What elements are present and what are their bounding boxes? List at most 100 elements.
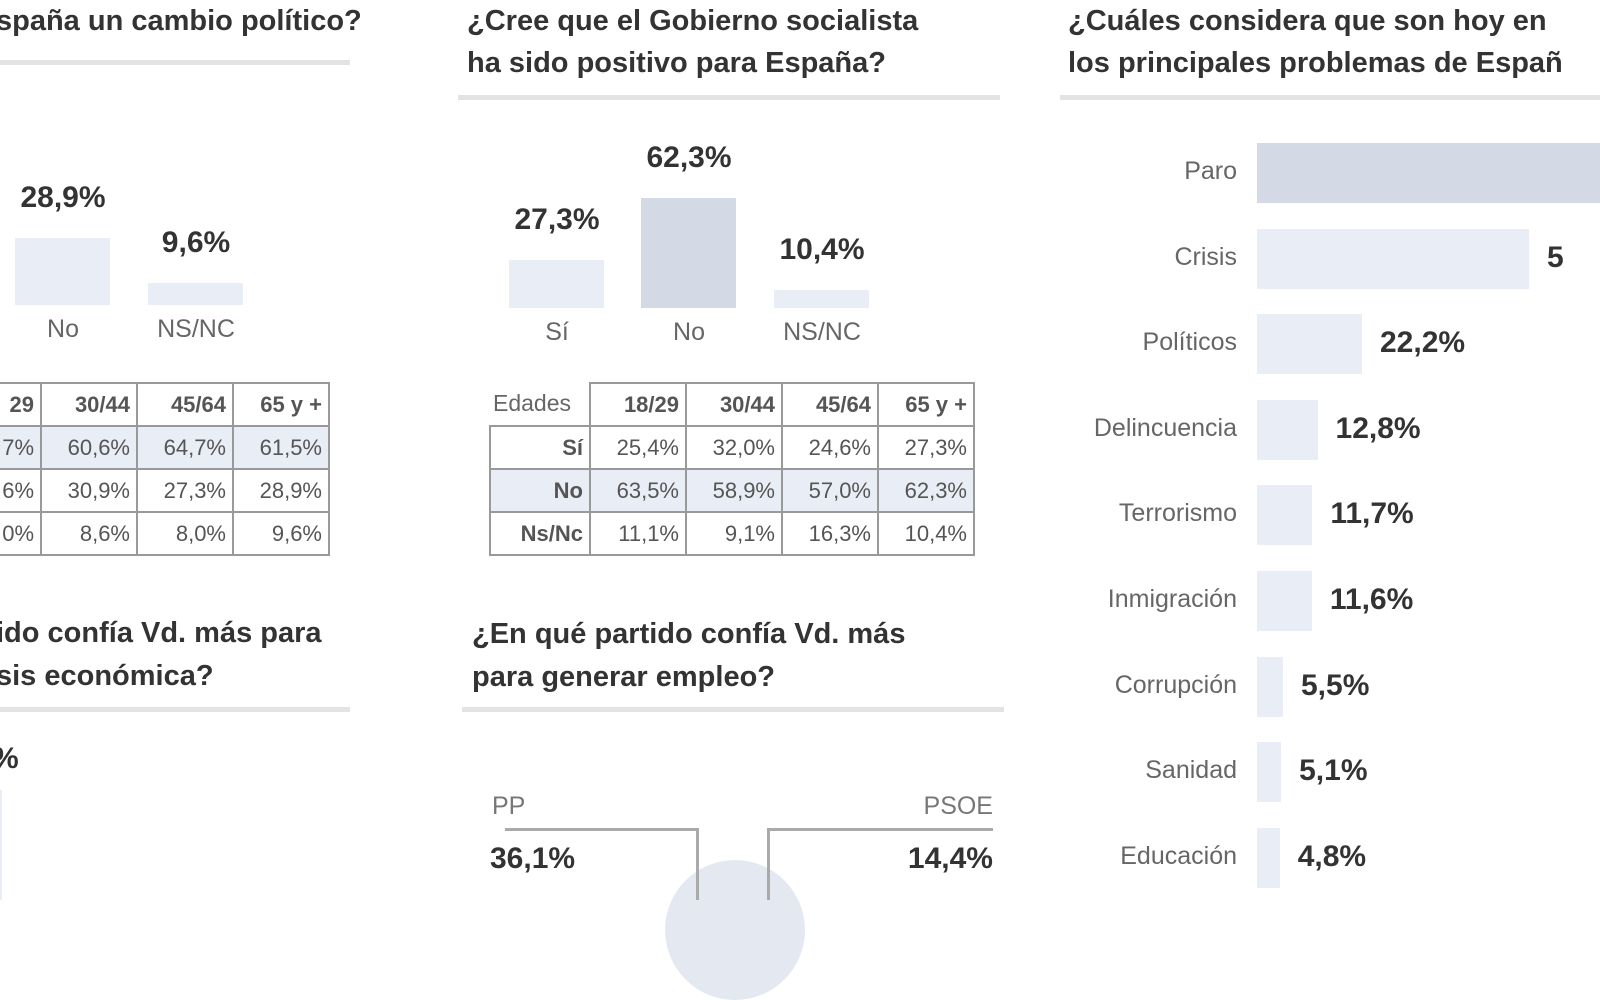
left-age-table: 29 30/44 45/64 65 y +7% 60,6% 64,7% 61,5% 6% 30,… [0,382,330,556]
pp-leader-line [696,828,699,900]
column-header: 18/29 [589,382,687,427]
column-header: 30/44 [40,382,138,427]
bar-value: 5 [1546,240,1564,274]
table-row: Sí 25,4% 32,0% 24,6% 27,3% [489,425,975,470]
category-label: Inmigración [1107,585,1237,613]
pie-chart [665,860,805,1000]
bar-educación [1257,827,1280,888]
column-header: 45/64 [136,382,234,427]
table-cell: No [489,468,591,513]
table-row: 0% 8,6% 8,0% 9,6% [0,511,330,556]
table-cell: 9,6% [232,511,330,556]
category-label: Corrupción [1114,670,1237,699]
partial-value: % [0,742,19,776]
left-title: spaña un cambio político? [0,5,362,37]
category-label: Terrorismo [1118,499,1237,528]
table-cell: 11,1% [589,511,687,556]
divider [458,95,1000,100]
pp-leader-line [505,828,698,831]
bar-sanidad [1257,742,1282,803]
category-label: Educación [1120,841,1237,870]
category-label: Sanidad [1145,756,1237,785]
category-label: Crisis [1174,242,1238,271]
column-header: 45/64 [781,382,879,427]
bar-no [641,197,736,308]
bar-value: 5,1% [1299,754,1368,788]
bar-category: No [673,318,705,346]
bar-s [509,259,604,308]
bar-value: 12,8% [1335,411,1421,445]
bar-inmigración [1257,571,1312,631]
bar-corrupción [1257,656,1283,717]
middle-title2-line1: ¿En qué partido confía Vd. más [472,618,906,650]
table-cell: 25,4% [589,425,687,470]
bar-no [15,237,110,305]
table-cell: 6% [0,468,42,513]
bar-delincuencia [1257,399,1318,460]
left-title2-line1: ido confía Vd. más para [0,617,322,649]
table-cell: 9,1% [685,511,783,556]
table-row: No 63,5% 58,9% 57,0% 62,3% [489,468,975,513]
ages-label: Edades [493,390,572,416]
pp-label: PP [492,792,526,820]
right-title-line1: ¿Cuáles considera que son hoy en [1068,5,1547,37]
psoe-leader-line [768,828,993,831]
bar-value: 11,7% [1330,497,1414,531]
table-cell: 58,9% [685,468,783,513]
bar-category: NS/NC [783,318,861,346]
table-cell: 61,5% [232,425,330,470]
category-label: Paro [1184,157,1237,185]
table-cell: 64,7% [136,425,234,470]
column-header: 30/44 [685,382,783,427]
table-cell: 57,0% [781,468,879,513]
middle-title-line1: ¿Cree que el Gobierno socialista [467,5,919,37]
pp-value: 36,1% [490,842,576,875]
column-header: 65 y + [232,382,330,427]
bar-value: 28,9% [20,180,106,214]
divider [0,707,350,712]
bar-terrorismo [1257,485,1313,546]
bar-value: 27,3% [514,202,600,236]
bar-crisis [1257,228,1529,289]
table-cell: Ns/Nc [489,511,591,556]
category-label: Políticos [1142,328,1237,357]
table-cell: 30,9% [40,468,138,513]
psoe-leader-line [767,828,770,900]
bar-category: NS/NC [157,315,235,343]
column-header: 65 y + [877,382,975,427]
bar-value: 4,8% [1297,839,1367,873]
bar-value: 22,2% [1380,326,1466,360]
table-cell: 62,3% [877,468,975,513]
bar-paro [1257,143,1600,203]
table-cell: 60,6% [40,425,138,470]
table-cell: 10,4% [877,511,975,556]
table-row: 7% 60,6% 64,7% 61,5% [0,425,330,470]
table-cell: 27,3% [877,425,975,470]
divider [0,60,350,65]
bar-value: 11,6% [1329,583,1414,616]
table-cell: 32,0% [685,425,783,470]
bar-value: 62,3% [646,140,732,174]
table-cell: 63,5% [589,468,687,513]
table-row: Ns/Nc 11,1% 9,1% 16,3% 10,4% [489,511,975,556]
partial-bar [0,790,2,900]
category-label: Delincuencia [1093,413,1237,442]
table-cell: 28,9% [232,468,330,513]
table-row: 6% 30,9% 27,3% 28,9% [0,468,330,513]
left-title2-line2: sis económica? [0,660,214,692]
bar-políticos [1257,314,1362,375]
psoe-label: PSOE [923,792,993,820]
table-cell: 24,6% [781,425,879,470]
bar-value: 10,4% [779,232,865,266]
right-title-line2: los principales problemas de Españ [1068,47,1563,79]
bar-nsnc [774,289,869,308]
bar-value: 5,5% [1301,668,1370,702]
bar-category: Sí [545,318,569,346]
bar-category: No [47,315,79,343]
table-cell: 0% [0,511,42,556]
table-cell: 16,3% [781,511,879,556]
psoe-value: 14,4% [907,842,993,875]
table-cell: 8,0% [136,511,234,556]
bar-nsnc [148,282,243,305]
middle-age-table: 18/29 30/44 45/64 65 y + Sí 25,4% 32,0% 24,6% 27… [489,382,975,556]
